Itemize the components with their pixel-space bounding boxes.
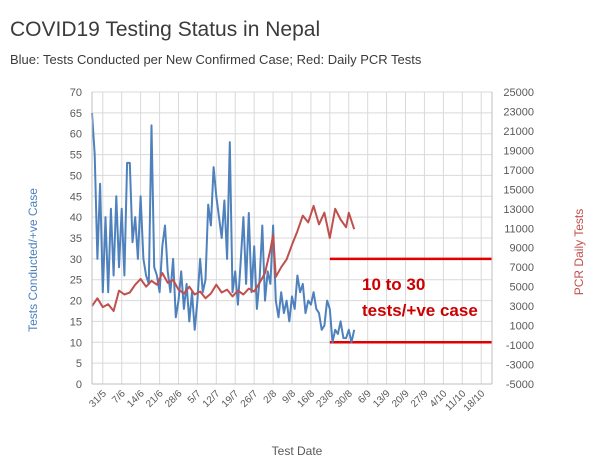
axes <box>91 92 493 385</box>
x-tick-label: 13/9 <box>371 388 393 410</box>
y-tick-label-right: 17000 <box>503 165 534 177</box>
x-tick-label: 27/9 <box>409 388 431 410</box>
y-tick-label-left: 35 <box>70 233 82 245</box>
x-tick-label: 19/7 <box>220 388 242 410</box>
x-tick-label: 28/6 <box>163 388 185 410</box>
y-tick-label-right: 21000 <box>503 126 534 138</box>
y-tick-label-left: 25 <box>70 275 82 287</box>
y-tick-label-right: 11000 <box>504 223 534 235</box>
y-tick-label-left: 50 <box>70 170 82 182</box>
y-axis-title-left: Tests Conducted/+ve Case <box>26 188 40 332</box>
y-tick-label-left: 5 <box>76 358 82 370</box>
y-tick-label-right: 15000 <box>503 184 534 196</box>
y-tick-label-right: 23000 <box>503 106 534 118</box>
x-tick-label: 16/8 <box>295 388 317 410</box>
y-tick-label-right: 1000 <box>510 321 534 333</box>
y-tick-label-left: 10 <box>70 337 82 349</box>
series-group <box>91 112 356 344</box>
y-tick-label-right: 7000 <box>510 262 534 274</box>
y-tick-label-right: 19000 <box>503 145 534 157</box>
y-tick-label-left: 20 <box>70 296 82 308</box>
x-tick-label: 20/9 <box>390 388 412 410</box>
y-tick-label-left: 45 <box>70 191 82 203</box>
y-tick-label-left: 60 <box>70 129 82 141</box>
left-tick-labels: 0 5 10 15 20 25 30 35 40 45 50 55 60 65 70 <box>70 87 82 391</box>
right-tick-labels: -5000 -3000 -1000 1000 3000 5000 7000 9000 11000… <box>503 87 534 391</box>
x-tick-label: 23/8 <box>314 388 336 410</box>
series-line-tests-per-case <box>91 112 356 344</box>
x-tick-label: 31/5 <box>87 388 109 410</box>
y-tick-label-right: -3000 <box>506 360 534 372</box>
grid <box>92 91 492 385</box>
y-tick-label-right: 25000 <box>503 87 534 99</box>
y-tick-label-left: 55 <box>70 150 82 162</box>
x-tick-label: 21/6 <box>144 388 166 410</box>
x-tick-label: 18/10 <box>462 388 488 414</box>
y-tick-label-right: 9000 <box>510 243 534 255</box>
y-tick-label-right: 3000 <box>510 301 534 313</box>
y-tick-label-right: -1000 <box>506 340 534 352</box>
x-axis-title: Test Date <box>272 444 323 458</box>
y-axis-title-right: PCR Daily Tests <box>572 209 586 295</box>
x-tick-label: 12/7 <box>201 388 223 410</box>
chart-subtitle: Blue: Tests Conducted per New Confirmed … <box>10 52 422 67</box>
y-tick-label-left: 70 <box>70 87 82 99</box>
x-tick-labels: 31/5 7/614/621/628/6 5/712/719/726/7 2/8 9/8… <box>87 388 487 414</box>
x-tick-label: 2/8 <box>262 388 280 406</box>
annotation-unit: tests/+ve case <box>362 301 478 320</box>
x-tick-label: 26/7 <box>239 388 261 410</box>
series-line-daily-pcr-tests <box>91 204 356 312</box>
y-tick-label-left: 40 <box>70 212 82 224</box>
x-tick-label: 30/8 <box>333 388 355 410</box>
y-tick-label-left: 30 <box>70 254 82 266</box>
y-tick-label-right: -5000 <box>506 379 534 391</box>
y-tick-label-left: 65 <box>70 108 82 120</box>
y-tick-label-left: 15 <box>70 316 82 328</box>
y-tick-label-left: 0 <box>76 379 82 391</box>
chart-title: COVID19 Testing Status in Nepal <box>10 18 321 41</box>
x-tick-label: 14/6 <box>125 388 147 410</box>
y-tick-label-right: 13000 <box>503 204 534 216</box>
annotation-range: 10 to 30 <box>362 275 425 294</box>
reference-lines <box>329 257 492 344</box>
y-tick-label-right: 5000 <box>510 282 534 294</box>
